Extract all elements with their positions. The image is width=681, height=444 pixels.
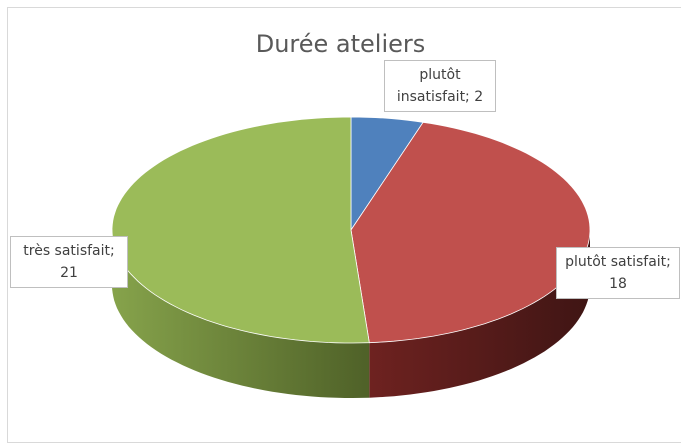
pie-slice [111,116,370,344]
chart-frame [7,7,681,443]
chart-title: Durée ateliers [255,30,426,58]
pie-slice-side [369,230,590,398]
pie-slice [350,121,591,344]
data-label: plutôt satisfait; 18 [556,247,680,299]
pie-slice [350,116,424,232]
pie-slice-side [112,230,370,398]
data-label: très satisfait; 21 [10,236,128,288]
data-label: plutôt insatisfait; 2 [384,60,496,112]
